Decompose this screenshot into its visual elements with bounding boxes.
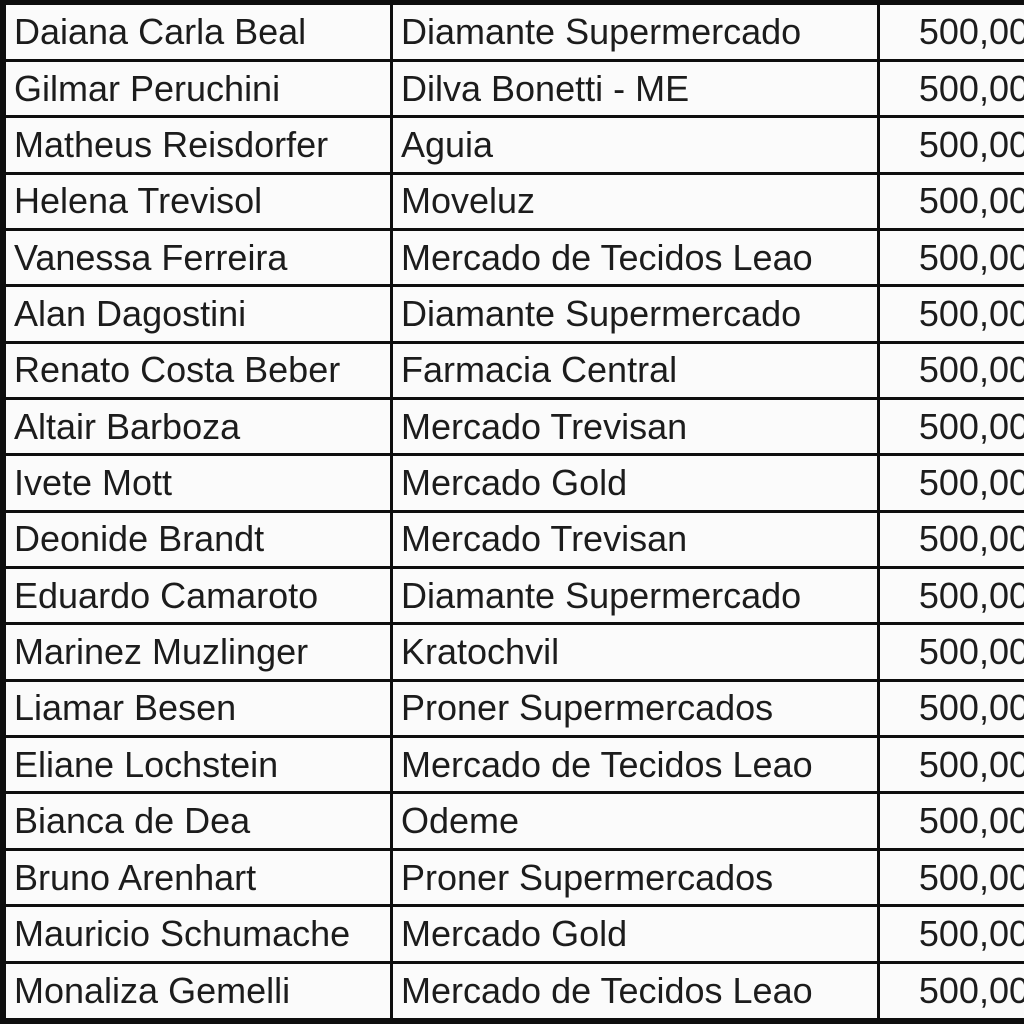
- table-row: Bruno Arenhart Proner Supermercados 500,…: [0, 847, 1024, 908]
- company-cell[interactable]: Dilva Bonetti - ME: [390, 59, 880, 119]
- name-cell[interactable]: Marinez Muzlinger: [0, 622, 393, 682]
- name-cell[interactable]: Liamar Besen: [0, 678, 393, 739]
- name-cell[interactable]: Daiana Carla Beal: [0, 0, 393, 63]
- value-cell[interactable]: 500,00: [877, 171, 1024, 232]
- company-cell[interactable]: Proner Supermercados: [390, 678, 880, 739]
- table-row: Ivete Mott Mercado Gold 500,00: [0, 453, 1024, 513]
- company-cell[interactable]: Aguia: [390, 115, 880, 175]
- company-cell[interactable]: Mercado de Tecidos Leao: [390, 228, 880, 288]
- value-cell[interactable]: 500,00: [877, 59, 1024, 119]
- value-cell[interactable]: 500,00: [877, 566, 1024, 626]
- value-cell[interactable]: 500,00: [877, 678, 1024, 739]
- value-cell[interactable]: 500,00: [877, 622, 1024, 682]
- table-row: Marinez Muzlinger Kratochvil 500,00: [0, 622, 1024, 682]
- value-cell[interactable]: 500,00: [877, 340, 1024, 401]
- value-cell[interactable]: 500,00: [877, 904, 1024, 964]
- value-cell[interactable]: 500,00: [877, 397, 1024, 457]
- name-cell[interactable]: Vanessa Ferreira: [0, 228, 393, 288]
- name-cell[interactable]: Renato Costa Beber: [0, 340, 393, 401]
- table-row: Liamar Besen Proner Supermercados 500,00: [0, 678, 1024, 739]
- table-row: Altair Barboza Mercado Trevisan 500,00: [0, 397, 1024, 457]
- name-cell[interactable]: Alan Dagostini: [0, 284, 393, 344]
- name-cell[interactable]: Bruno Arenhart: [0, 847, 393, 908]
- name-cell[interactable]: Monaliza Gemelli: [0, 960, 393, 1024]
- table-row: Helena Trevisol Moveluz 500,00: [0, 171, 1024, 232]
- table-row: Renato Costa Beber Farmacia Central 500,…: [0, 340, 1024, 401]
- table-row: Matheus Reisdorfer Aguia 500,00: [0, 115, 1024, 175]
- table-row: Bianca de Dea Odeme 500,00: [0, 791, 1024, 851]
- company-cell[interactable]: Mercado Trevisan: [390, 509, 880, 570]
- table-row: Eliane Lochstein Mercado de Tecidos Leao…: [0, 735, 1024, 795]
- value-cell[interactable]: 500,00: [877, 735, 1024, 795]
- name-cell[interactable]: Gilmar Peruchini: [0, 59, 393, 119]
- value-cell[interactable]: 500,00: [877, 791, 1024, 851]
- company-cell[interactable]: Farmacia Central: [390, 340, 880, 401]
- name-cell[interactable]: Eliane Lochstein: [0, 735, 393, 795]
- company-cell[interactable]: Mercado de Tecidos Leao: [390, 735, 880, 795]
- value-cell[interactable]: 500,00: [877, 509, 1024, 570]
- name-cell[interactable]: Eduardo Camaroto: [0, 566, 393, 626]
- company-cell[interactable]: Mercado de Tecidos Leao: [390, 960, 880, 1024]
- table-row: Mauricio Schumache Mercado Gold 500,00: [0, 904, 1024, 964]
- value-cell[interactable]: 500,00: [877, 284, 1024, 344]
- company-cell[interactable]: Mercado Trevisan: [390, 397, 880, 457]
- table-row: Deonide Brandt Mercado Trevisan 500,00: [0, 509, 1024, 570]
- value-cell[interactable]: 500,00: [877, 115, 1024, 175]
- name-cell[interactable]: Matheus Reisdorfer: [0, 115, 393, 175]
- company-cell[interactable]: Diamante Supermercado: [390, 0, 880, 63]
- table-row: Alan Dagostini Diamante Supermercado 500…: [0, 284, 1024, 344]
- name-cell[interactable]: Helena Trevisol: [0, 171, 393, 232]
- company-cell[interactable]: Odeme: [390, 791, 880, 851]
- company-cell[interactable]: Proner Supermercados: [390, 847, 880, 908]
- name-cell[interactable]: Altair Barboza: [0, 397, 393, 457]
- company-cell[interactable]: Moveluz: [390, 171, 880, 232]
- table-row: Monaliza Gemelli Mercado de Tecidos Leao…: [0, 960, 1024, 1024]
- value-cell[interactable]: 500,00: [877, 847, 1024, 908]
- company-cell[interactable]: Mercado Gold: [390, 453, 880, 513]
- name-cell[interactable]: Deonide Brandt: [0, 509, 393, 570]
- table-row: Gilmar Peruchini Dilva Bonetti - ME 500,…: [0, 59, 1024, 119]
- name-cell[interactable]: Bianca de Dea: [0, 791, 393, 851]
- company-cell[interactable]: Kratochvil: [390, 622, 880, 682]
- company-cell[interactable]: Diamante Supermercado: [390, 566, 880, 626]
- company-cell[interactable]: Diamante Supermercado: [390, 284, 880, 344]
- table-row: Eduardo Camaroto Diamante Supermercado 5…: [0, 566, 1024, 626]
- company-cell[interactable]: Mercado Gold: [390, 904, 880, 964]
- value-cell[interactable]: 500,00: [877, 960, 1024, 1024]
- table-row: Daiana Carla Beal Diamante Supermercado …: [0, 0, 1024, 63]
- name-cell[interactable]: Ivete Mott: [0, 453, 393, 513]
- value-cell[interactable]: 500,00: [877, 453, 1024, 513]
- value-cell[interactable]: 500,00: [877, 0, 1024, 63]
- table-row: Vanessa Ferreira Mercado de Tecidos Leao…: [0, 228, 1024, 288]
- value-cell[interactable]: 500,00: [877, 228, 1024, 288]
- name-cell[interactable]: Mauricio Schumache: [0, 904, 393, 964]
